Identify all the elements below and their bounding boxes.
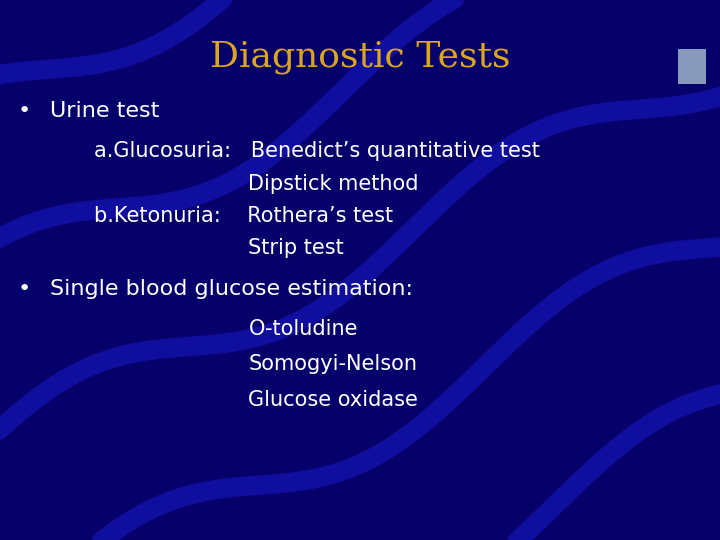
Text: •: • [18, 100, 31, 121]
Text: Urine test: Urine test [50, 100, 160, 121]
Text: b.Ketonuria:    Rothera’s test: b.Ketonuria: Rothera’s test [94, 206, 392, 226]
Text: Diagnostic Tests: Diagnostic Tests [210, 40, 510, 73]
Text: a.Glucosuria:   Benedict’s quantitative test: a.Glucosuria: Benedict’s quantitative te… [94, 141, 539, 161]
Text: Single blood glucose estimation:: Single blood glucose estimation: [50, 279, 413, 299]
Text: Glucose oxidase: Glucose oxidase [248, 389, 418, 410]
Text: O-toludine: O-toludine [248, 319, 358, 340]
Text: •: • [18, 279, 31, 299]
Text: Somogyi-Nelson: Somogyi-Nelson [248, 354, 418, 375]
Text: Dipstick method: Dipstick method [248, 173, 419, 194]
FancyBboxPatch shape [678, 49, 706, 84]
Text: Strip test: Strip test [248, 238, 344, 259]
